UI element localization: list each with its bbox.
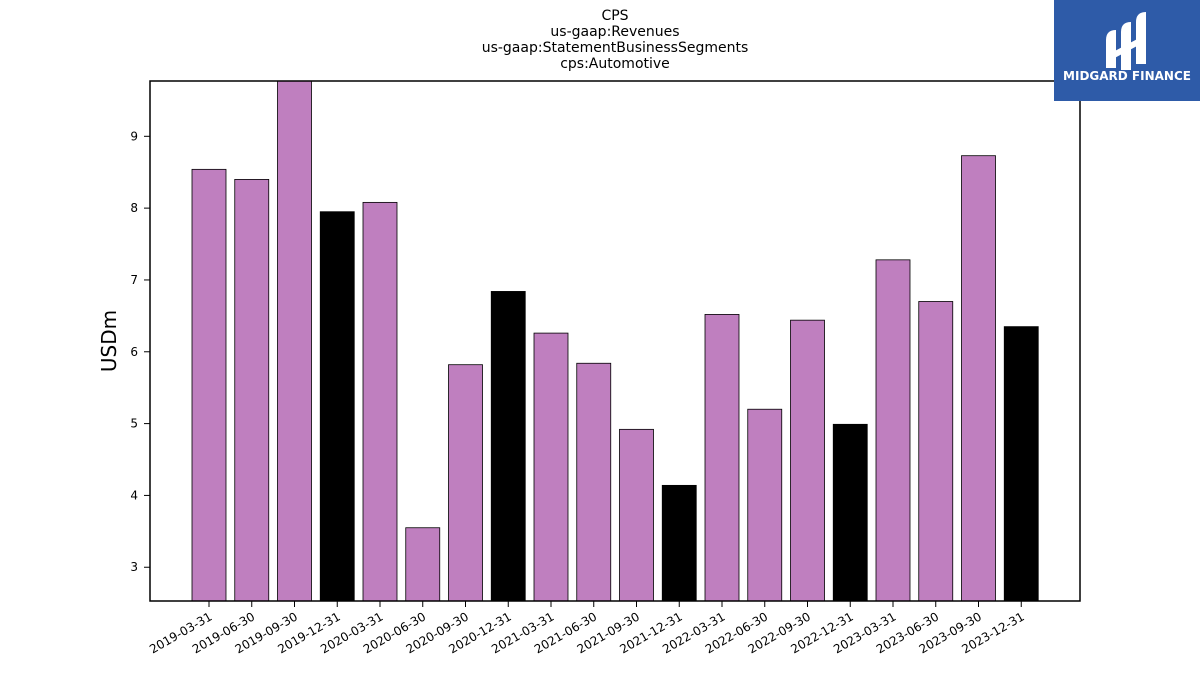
midgard-finance-logo: MIDGARD FINANCE	[1054, 0, 1200, 101]
plot-frame	[149, 80, 1081, 602]
bar-2021-09-30	[619, 428, 654, 602]
y-tick-label: 6	[130, 345, 138, 359]
bar-2023-03-31	[875, 259, 911, 602]
bar-2023-06-30	[918, 301, 954, 602]
bar-2023-09-30	[961, 155, 996, 602]
y-tick-label: 7	[130, 273, 138, 287]
y-tick-label: 3	[130, 560, 138, 574]
y-tick-label: 4	[130, 488, 138, 502]
y-tick-label: 5	[130, 417, 138, 431]
bar-2021-12-31	[661, 484, 697, 602]
bar-2021-06-30	[576, 362, 612, 602]
bar-2022-06-30	[747, 408, 783, 602]
title-line: CPS	[601, 8, 628, 24]
bar-2019-12-31	[319, 211, 355, 602]
chart-title: CPSus-gaap:Revenuesus-gaap:StatementBusi…	[482, 8, 749, 72]
logo-text: MIDGARD FINANCE	[1063, 69, 1191, 83]
bar-2021-03-31	[533, 332, 569, 602]
bar-2019-03-31	[191, 168, 227, 602]
bars-group	[191, 80, 1039, 602]
bar-2022-12-31	[832, 423, 868, 602]
y-axis: 3 4 5 6 7 8 9	[130, 129, 150, 574]
bar-2023-12-31	[1003, 326, 1039, 602]
bar-2019-09-30	[277, 80, 312, 602]
title-line: us-gaap:Revenues	[550, 24, 679, 40]
bar-2020-03-31	[362, 201, 398, 602]
title-line: us-gaap:StatementBusinessSegments	[482, 40, 749, 56]
x-axis: 2019-03-312019-06-302019-09-302019-12-31…	[147, 601, 1027, 656]
y-axis-label: USDm	[97, 310, 121, 372]
title-line: cps:Automotive	[560, 56, 670, 72]
y-tick-label: 8	[130, 201, 138, 215]
logo-mark-icon	[1106, 12, 1146, 70]
y-tick-label: 9	[130, 129, 138, 143]
bar-2020-12-31	[490, 291, 526, 602]
bar-2019-06-30	[234, 178, 270, 602]
bar-2022-09-30	[790, 319, 825, 602]
bar-2022-03-31	[704, 314, 740, 602]
bar-2020-06-30	[405, 527, 441, 602]
bar-2020-09-30	[448, 364, 483, 602]
